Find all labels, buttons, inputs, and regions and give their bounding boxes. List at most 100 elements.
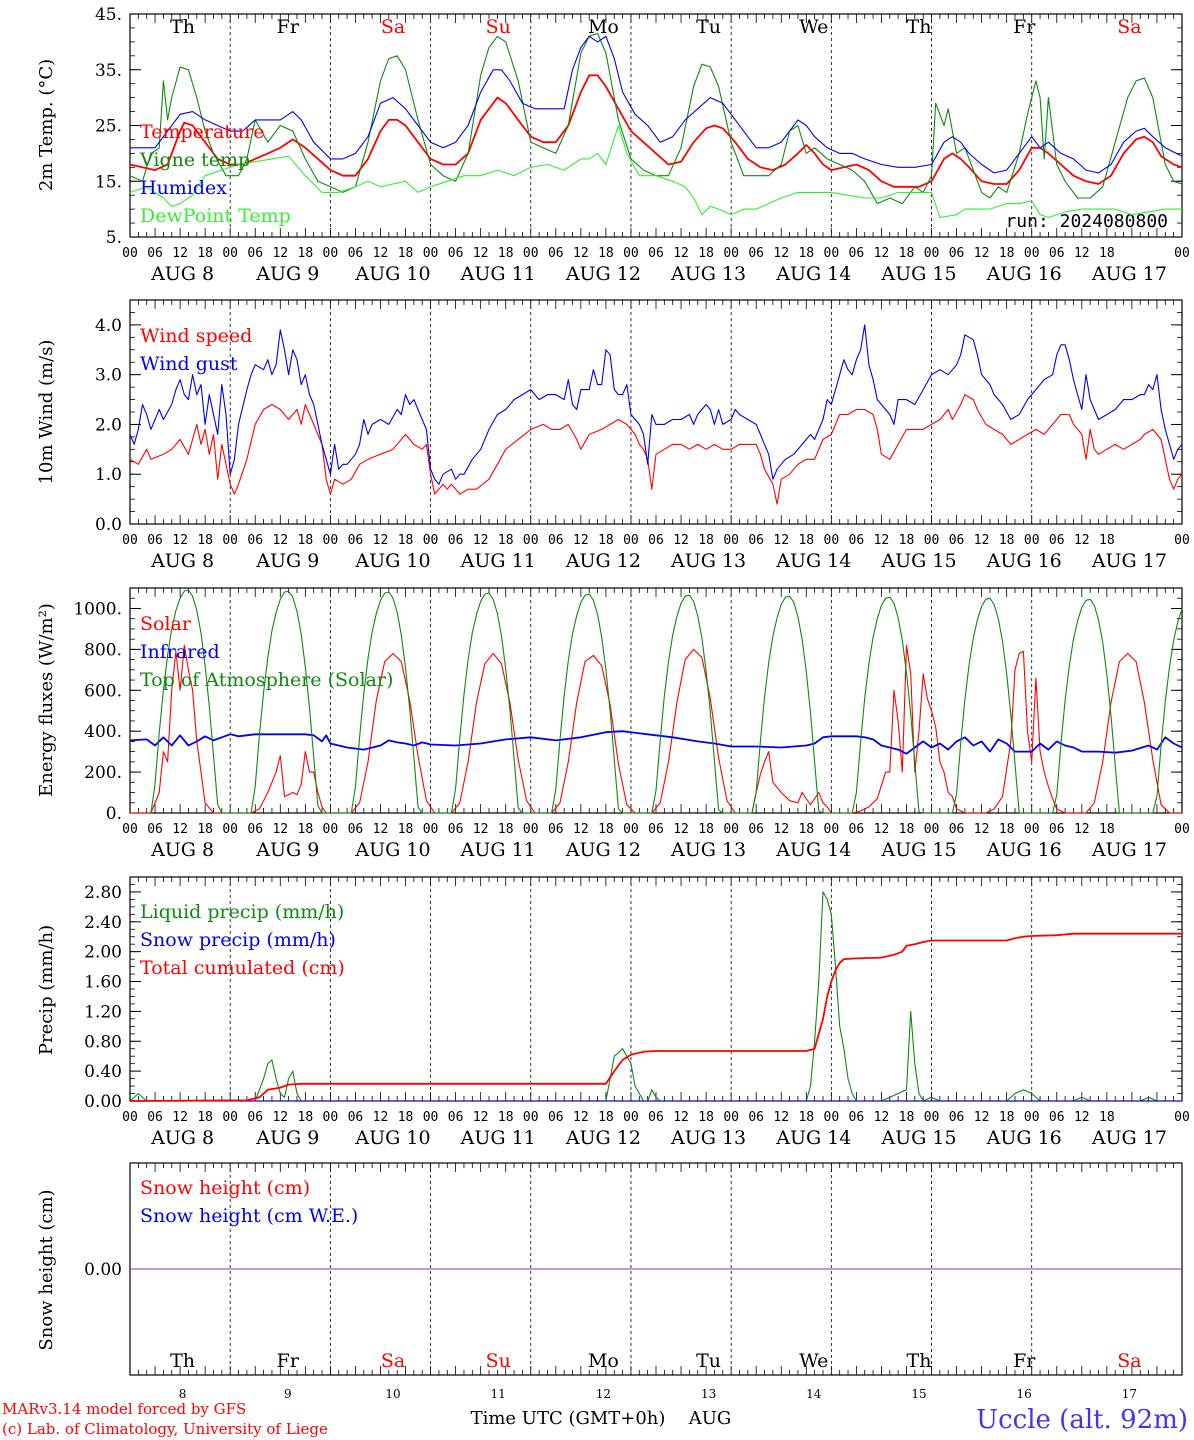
hour-label: 00: [1024, 1110, 1040, 1125]
date-label: AUG 11: [460, 839, 536, 861]
legend-entry: Temperature: [140, 121, 264, 143]
hour-label: 18: [999, 246, 1015, 261]
panel-1: 5. 15. 25. 35. 45. 2m Temp. (°C) 00 06 12 18 AUG 8…: [36, 5, 1190, 285]
date-label: AUG 11: [460, 263, 536, 285]
hour-label: 12: [373, 246, 389, 261]
hour-label: 06: [949, 1110, 965, 1125]
date-label: AUG 15: [880, 839, 956, 861]
hour-label: 18: [598, 822, 614, 837]
weekday-label: Su: [486, 1350, 511, 1372]
hour-label: 06: [147, 1110, 163, 1125]
hour-label: 00: [122, 1110, 138, 1125]
hour-label: 06: [247, 246, 263, 261]
legend-entry: Liquid precip (mm/h): [140, 901, 344, 923]
hour-label: 12: [373, 1110, 389, 1125]
hour-label: 12: [773, 822, 789, 837]
hour-label: 06: [348, 822, 364, 837]
hour-label: 06: [1049, 246, 1065, 261]
hour-label: 06: [247, 533, 263, 548]
hour-label: 06: [147, 822, 163, 837]
panel-frame: [129, 587, 1183, 814]
day-number-label: 13: [701, 1387, 716, 1401]
weekday-label: We: [799, 16, 828, 38]
date-label: AUG 17: [1091, 263, 1167, 285]
hour-label: 06: [448, 246, 464, 261]
day-number-label: 11: [491, 1387, 506, 1401]
hour-label: 06: [748, 1110, 764, 1125]
hour-label: 00: [824, 533, 840, 548]
hour-label: 06: [1049, 1110, 1065, 1125]
y-axis-label: Snow height (cm): [36, 1189, 57, 1350]
date-label: AUG 12: [565, 1127, 641, 1149]
y-tick-label: 5.: [106, 228, 122, 248]
hour-label: 12: [673, 822, 689, 837]
legend-entry: Top of Atmosphere (Solar): [140, 669, 393, 691]
hour-label: 00: [323, 822, 339, 837]
hour-label: 12: [473, 533, 489, 548]
weekday-label: Sa: [1117, 16, 1141, 38]
y-tick-label: 1000.: [73, 599, 122, 619]
legend-entry: Total cumulated (cm): [140, 957, 345, 979]
hour-label: 00: [623, 1110, 639, 1125]
legend-entry: Snow height (cm W.E.): [140, 1205, 358, 1227]
panel-2: 0.0 1.0 2.0 3.0 4.0 10m Wind (m/s) 00 06 12 18 AUG…: [36, 299, 1190, 572]
hour-label: 00: [222, 246, 238, 261]
weekday-label: Tu: [696, 16, 721, 38]
hour-label: 00: [723, 822, 739, 837]
hour-label: 12: [974, 533, 990, 548]
weekday-label: Fr: [277, 1350, 300, 1372]
hour-label: 00: [523, 533, 539, 548]
hour-label: 12: [272, 533, 288, 548]
hour-label: 18: [698, 822, 714, 837]
y-tick-label: 0.40: [84, 1062, 122, 1082]
time-axis-title: Time UTC (GMT+0h): [471, 1408, 666, 1429]
hour-label: 12: [272, 822, 288, 837]
y-tick-label: 200.: [84, 763, 122, 783]
legend-entry: Vigne temp: [139, 149, 250, 171]
weekday-label: Mo: [588, 16, 619, 38]
hour-label: 06: [348, 1110, 364, 1125]
hour-label: 18: [598, 246, 614, 261]
date-label: AUG 12: [565, 839, 641, 861]
y-axis-label: Energy fluxes (W/m²): [36, 603, 57, 797]
date-label: AUG 9: [255, 263, 319, 285]
hour-label: 12: [974, 822, 990, 837]
y-tick-label: 0.80: [84, 1032, 122, 1052]
date-label: AUG 17: [1091, 839, 1167, 861]
time-axis-month: AUG: [688, 1408, 732, 1429]
hour-label: 18: [197, 533, 213, 548]
date-label: AUG 12: [565, 263, 641, 285]
hour-label: 12: [874, 1110, 890, 1125]
legend-entry: Humidex: [140, 177, 227, 199]
hour-label: 00: [323, 1110, 339, 1125]
hour-label: 00: [423, 1110, 439, 1125]
hour-label: 00: [723, 1110, 739, 1125]
y-tick-label: 4.0: [95, 316, 122, 336]
date-label: AUG 8: [150, 263, 214, 285]
weekday-label: Fr: [1013, 1350, 1036, 1372]
hour-label: 00: [323, 533, 339, 548]
hour-label: 06: [648, 822, 664, 837]
date-label: AUG 11: [460, 1127, 536, 1149]
hour-label: 12: [573, 822, 589, 837]
y-tick-label: 2.40: [84, 913, 122, 933]
hour-label: 00: [723, 246, 739, 261]
hour-label: 00: [423, 822, 439, 837]
hour-label: 06: [247, 822, 263, 837]
weekday-label: Sa: [1117, 1350, 1141, 1372]
day-number-label: 9: [284, 1387, 292, 1401]
series-line: [129, 324, 1183, 485]
date-label: AUG 14: [775, 839, 851, 861]
legend-entry: Infrared: [140, 641, 220, 663]
hour-label: 18: [298, 246, 314, 261]
hour-label: 00: [122, 533, 138, 548]
y-tick-label: 800.: [84, 640, 122, 660]
hour-label: 12: [473, 246, 489, 261]
hour-label: 12: [874, 246, 890, 261]
hour-label: 18: [398, 822, 414, 837]
hour-label: 12: [1074, 246, 1090, 261]
date-label: AUG 9: [255, 550, 319, 572]
hour-label: 06: [548, 246, 564, 261]
hour-label: 12: [874, 822, 890, 837]
